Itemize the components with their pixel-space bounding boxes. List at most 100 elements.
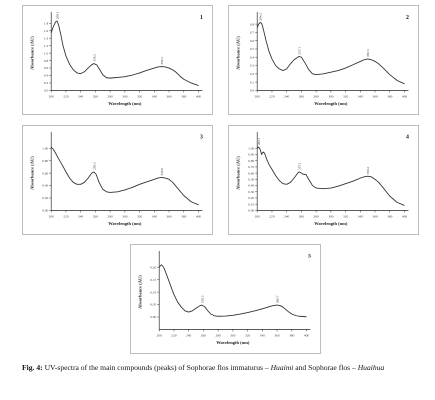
y-tick-label: 0.10 (248, 202, 254, 206)
peak-label: 204.2 (259, 13, 263, 21)
x-tick-label: 320 (137, 94, 143, 98)
x-tick-label: 400 (196, 214, 202, 218)
x-tick-label: 280 (107, 214, 113, 218)
caption-label: Fig. 4: (22, 363, 43, 372)
x-tick-label: 340 (358, 214, 364, 218)
x-tick-label: 340 (152, 94, 158, 98)
y-tick-label: 0.0 (250, 89, 255, 93)
spectrum-line (256, 146, 405, 206)
x-tick-label: 280 (313, 214, 319, 218)
y-tick-label: 0.8 (250, 22, 255, 26)
y-axis-label: Absorbance (AU) (138, 275, 143, 309)
y-tick-label: 0.05 (150, 303, 156, 307)
x-tick-label: 400 (402, 94, 408, 98)
x-axis-label: Wavelength (nm) (108, 221, 142, 226)
y-tick-label: 0.60 (42, 171, 48, 175)
y-tick-label: 1.2 (44, 44, 49, 48)
y-tick-label: 0.3 (250, 64, 255, 68)
spectrum-panel-5: 200 220 240 260 280 300 320 340 360 380 400 0.00 0.0… (130, 244, 321, 354)
spectrum-panel-3: 200 220 240 260 280 300 320 340 360 380 400 0.00 0.2… (22, 125, 213, 235)
x-tick-label: 260 (93, 214, 99, 218)
y-tick-label: 0.1 (250, 80, 255, 84)
peak-label: 258.3 (200, 295, 204, 303)
x-tick-label: 360 (372, 214, 378, 218)
y-tick-label: 0.0 (44, 89, 49, 93)
spectrum-line (256, 22, 405, 85)
peak-label: 350.3 (366, 49, 370, 57)
x-tick-label: 220 (63, 94, 69, 98)
x-axis-label: Wavelength (nm) (216, 340, 250, 345)
y-tick-label: 0.40 (248, 184, 254, 188)
figure-caption: Fig. 4: UV-spectra of the main compounds… (22, 362, 422, 373)
x-tick-label: 240 (284, 94, 290, 98)
x-tick-label: 240 (78, 94, 84, 98)
spectrum-panel-1: 200 220 240 260 280 300 320 340 360 380 400 0.0 0.2 0… (22, 5, 213, 115)
caption-text-1: UV-spectra of the main compounds (peaks)… (42, 363, 271, 372)
x-tick-label: 260 (299, 214, 305, 218)
y-tick-label: 1.0 (44, 51, 49, 55)
y-tick-label: 0.00 (150, 315, 156, 319)
x-tick-label: 340 (260, 333, 266, 337)
x-tick-label: 320 (245, 333, 251, 337)
panel-number: 5 (308, 254, 311, 260)
spectrum-line (50, 20, 199, 87)
spectrum-chart-2: 200 220 240 260 280 300 320 340 360 380 400 0.0 0.1 0… (236, 11, 409, 106)
x-tick-label: 380 (181, 214, 187, 218)
y-tick-label: 1.00 (248, 146, 254, 150)
x-tick-label: 200 (49, 214, 55, 218)
y-tick-label: 0.5 (250, 47, 255, 51)
y-tick-label: 0.20 (248, 196, 254, 200)
x-tick-label: 360 (274, 333, 280, 337)
spectrum-line (158, 264, 307, 318)
spectrum-panel-4: 200 220 240 260 280 300 320 340 360 380 400 0.00 0.1… (228, 125, 419, 235)
y-tick-label: 1.00 (42, 146, 48, 150)
caption-italic-2: Huaihua (357, 363, 385, 372)
peak-label: 208.1 (56, 11, 60, 19)
x-tick-label: 360 (166, 214, 172, 218)
y-tick-label: 0.15 (150, 278, 156, 282)
x-tick-label: 200 (157, 333, 163, 337)
y-tick-label: 0.8 (44, 59, 49, 63)
peak-label: 350.2 (160, 57, 164, 65)
y-tick-label: 0.30 (248, 190, 254, 194)
y-tick-label: 0.80 (248, 159, 254, 163)
x-tick-label: 380 (387, 214, 393, 218)
spectrum-line (50, 146, 199, 206)
x-tick-label: 260 (201, 333, 207, 337)
caption-text-2: and Sophorae flos – (293, 363, 358, 372)
x-tick-label: 380 (181, 94, 187, 98)
x-tick-label: 380 (387, 94, 393, 98)
x-tick-label: 280 (107, 94, 113, 98)
x-tick-label: 200 (255, 94, 261, 98)
x-tick-label: 320 (137, 214, 143, 218)
x-tick-label: 280 (215, 333, 221, 337)
y-tick-label: 0.4 (250, 55, 255, 59)
y-axis-label: Absorbance (AU) (30, 36, 35, 70)
spectrum-chart-3: 200 220 240 260 280 300 320 340 360 380 400 0.00 0.2… (30, 131, 203, 226)
panel-number: 3 (200, 135, 203, 141)
peak-label: 350.0 (160, 168, 164, 176)
x-tick-label: 260 (93, 94, 99, 98)
x-axis-label: Wavelength (nm) (314, 101, 348, 106)
y-tick-label: 0.70 (248, 165, 254, 169)
y-tick-label: 0.10 (150, 290, 156, 294)
peak-label: 257.1 (298, 47, 302, 55)
y-tick-label: 0.00 (248, 209, 254, 213)
x-tick-label: 240 (284, 214, 290, 218)
x-tick-label: 320 (343, 94, 349, 98)
y-tick-label: 0.2 (250, 72, 255, 76)
x-tick-label: 240 (78, 214, 84, 218)
y-tick-label: 0.80 (42, 159, 48, 163)
spectrum-panel-2: 200 220 240 260 280 300 320 340 360 380 400 0.0 0.1 0… (228, 5, 419, 115)
panel-number: 4 (406, 135, 409, 141)
y-tick-label: 0.4 (44, 74, 49, 78)
y-tick-label: 0.20 (150, 265, 156, 269)
x-axis-label: Wavelength (nm) (314, 221, 348, 226)
y-axis-label: Absorbance (AU) (236, 156, 241, 190)
y-tick-label: 0.6 (250, 39, 255, 43)
x-tick-label: 400 (304, 333, 310, 337)
x-tick-label: 280 (313, 94, 319, 98)
peak-label: 258.2 (92, 54, 96, 62)
y-axis-label: Absorbance (AU) (30, 156, 35, 190)
peak-label: 258.3 (92, 162, 96, 170)
